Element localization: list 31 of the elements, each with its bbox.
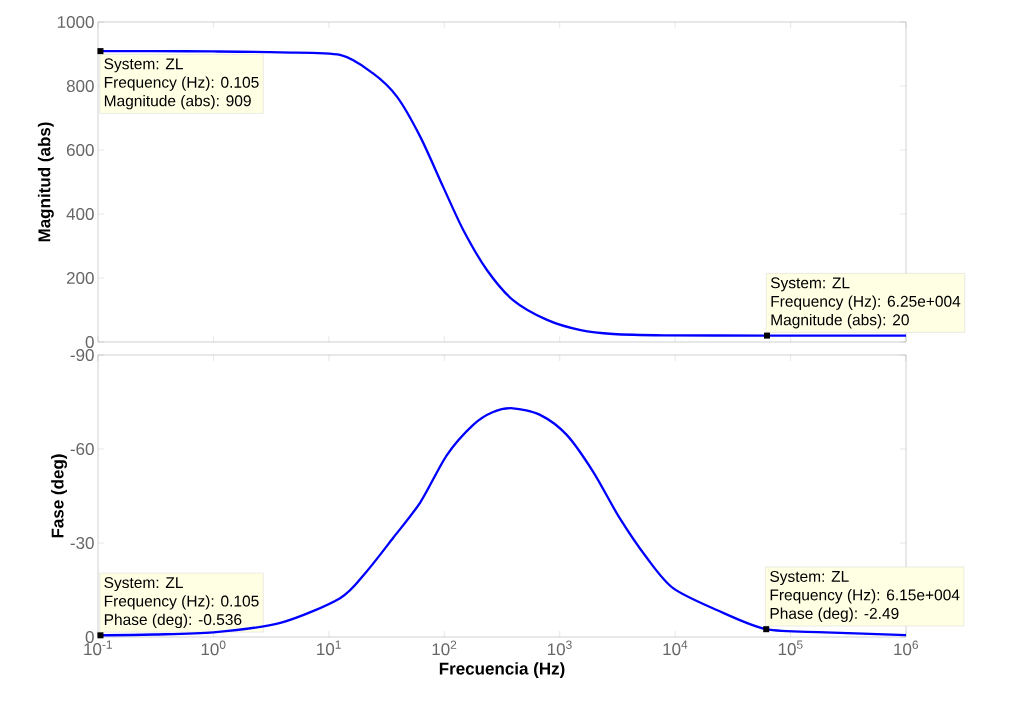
y-axis-title: Magnitud (abs) bbox=[37, 122, 54, 242]
annotation: Magnitude (abs): 20 bbox=[771, 313, 909, 329]
y-tick-label: 0 bbox=[85, 335, 94, 349]
annotation: Phase (deg): -0.536 bbox=[104, 613, 242, 629]
x-axis-title: Frecuencia (Hz) bbox=[439, 662, 565, 678]
annotation: Frequency (Hz): 0.105 bbox=[104, 595, 259, 610]
annotation: System: ZL bbox=[104, 577, 183, 592]
y-tick-label: -30 bbox=[70, 536, 94, 550]
x-tick-label: 10$^{6}$ bbox=[894, 640, 918, 656]
y-tick-label: 200 bbox=[66, 271, 94, 285]
y-tick-label: 600 bbox=[66, 143, 94, 157]
y-tick-label: 800 bbox=[66, 79, 94, 93]
annotation: Frequency (Hz): 6.15e+004 bbox=[770, 589, 960, 604]
y-tick-label: 400 bbox=[66, 207, 94, 221]
x-tick-label: 10$^{0}$ bbox=[201, 640, 226, 656]
x-tick-label: 10$^{5}$ bbox=[778, 640, 803, 656]
y-tick-label: -60 bbox=[70, 442, 94, 456]
annotation: Frequency (Hz): 0.105 bbox=[104, 76, 259, 91]
x-tick-label: 10$^{1}$ bbox=[317, 640, 341, 656]
annotation: System: ZL bbox=[770, 277, 850, 292]
x-tick-label: 10$^{4}$ bbox=[663, 640, 688, 656]
annotation: Frequency (Hz): 6.25e+004 bbox=[771, 295, 961, 310]
x-tick-label: 10$^{2}$ bbox=[432, 640, 457, 656]
annotation: Magnitude (abs): 909 bbox=[104, 94, 251, 110]
y-axis-title: Fase (deg) bbox=[51, 454, 68, 538]
x-tick-label: 10$^{3}$ bbox=[548, 640, 572, 656]
y-tick-label: 1000 bbox=[57, 15, 94, 29]
y-tick-label: -90 bbox=[70, 348, 94, 362]
annotation: System: ZL bbox=[770, 570, 849, 585]
annotation: System: ZL bbox=[104, 58, 183, 73]
annotation: Phase (deg): -2.49 bbox=[770, 607, 899, 622]
